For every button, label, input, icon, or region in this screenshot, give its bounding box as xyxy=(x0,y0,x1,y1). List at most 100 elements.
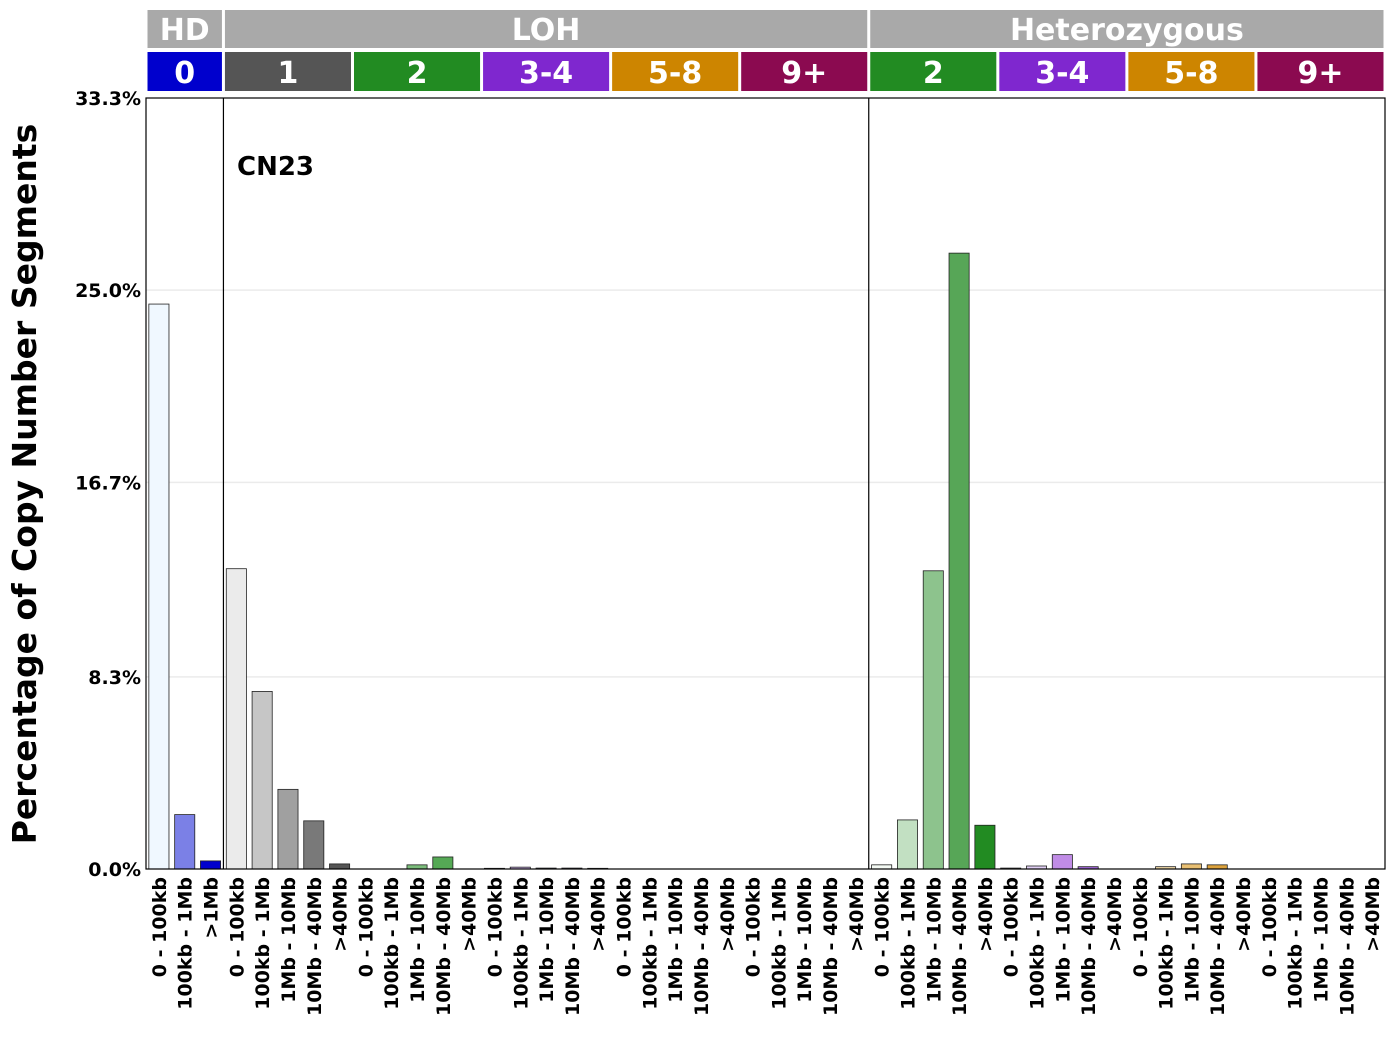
top-group-label: LOH xyxy=(512,13,581,48)
sub-group-strip: 0 1 2 3-4 5-8 9+ 2 3-4 5-8 9+ xyxy=(147,52,1384,91)
y-tick-label: 25.0% xyxy=(75,280,141,302)
bar xyxy=(148,303,170,870)
sub-group-label: 9+ xyxy=(781,56,827,91)
chart-title: CN23 xyxy=(237,152,314,182)
x-tick-label: 0 - 100kb xyxy=(872,877,894,977)
sub-group-band xyxy=(741,52,868,91)
x-tick-label: 1Mb - 10Mb xyxy=(923,877,945,1003)
x-tick-label: >40Mb xyxy=(588,877,610,952)
sub-group-band xyxy=(870,52,997,91)
x-tick-label: 10Mb - 40Mb xyxy=(949,877,971,1016)
sub-group-band xyxy=(483,52,610,91)
sub-group-label: 5-8 xyxy=(648,56,702,91)
x-tick-label: 100kb - 1Mb xyxy=(1156,877,1178,1010)
x-tick-label: 0 - 100kb xyxy=(1130,877,1152,977)
bar xyxy=(948,252,970,870)
x-tick-label: 100kb - 1Mb xyxy=(175,877,197,1010)
bar xyxy=(432,856,454,870)
x-tick-label: 1Mb - 10Mb xyxy=(278,877,300,1003)
sub-group-label: 1 xyxy=(278,56,299,91)
y-tick-label: 8.3% xyxy=(88,667,141,689)
top-group-label: Heterozygous xyxy=(1010,13,1244,48)
x-tick-label: 0 - 100kb xyxy=(1259,877,1281,977)
x-tick-label: 100kb - 1Mb xyxy=(381,877,403,1010)
plot-border xyxy=(145,97,1386,870)
bar xyxy=(871,864,893,870)
x-tick-label: 10Mb - 40Mb xyxy=(691,877,713,1016)
bar xyxy=(1206,864,1228,870)
x-tick-label: 1Mb - 10Mb xyxy=(536,877,558,1003)
bar xyxy=(225,568,247,870)
x-tick-label: 10Mb - 40Mb xyxy=(1207,877,1229,1016)
sub-group-label: 2 xyxy=(407,56,428,91)
sub-group-band xyxy=(224,52,351,91)
x-tick-label: >40Mb xyxy=(459,877,481,952)
x-tick-label: 100kb - 1Mb xyxy=(252,877,274,1010)
sub-group-band xyxy=(612,52,739,91)
x-tick-label: 10Mb - 40Mb xyxy=(304,877,326,1016)
sub-group-label: 9+ xyxy=(1297,56,1343,91)
top-group-band xyxy=(870,10,1384,48)
sub-group-label: 3-4 xyxy=(1035,56,1089,91)
x-tick-label: 10Mb - 40Mb xyxy=(562,877,584,1016)
sub-group-band xyxy=(147,52,222,91)
bar xyxy=(974,824,996,870)
x-tick-label: 0 - 100kb xyxy=(149,877,171,977)
sub-group-label: 3-4 xyxy=(519,56,573,91)
x-tick-label: 10Mb - 40Mb xyxy=(1078,877,1100,1016)
bars xyxy=(148,252,1228,870)
x-tick-label: 100kb - 1Mb xyxy=(897,877,919,1010)
x-tick-label: 1Mb - 10Mb xyxy=(407,877,429,1003)
y-axis: 0.0% 8.3% 16.7% 25.0% 33.3% xyxy=(75,88,141,881)
bar xyxy=(922,570,944,870)
top-group-band xyxy=(147,10,222,48)
sub-group-band xyxy=(999,52,1126,91)
y-axis-label: Percentage of Copy Number Segments xyxy=(5,124,44,845)
bar xyxy=(897,819,918,870)
top-group-label: HD xyxy=(160,13,210,48)
x-tick-label: 1Mb - 10Mb xyxy=(794,877,816,1003)
x-tick-label: 0 - 100kb xyxy=(743,877,765,977)
sub-group-label: 0 xyxy=(174,56,195,91)
x-tick-label: 1Mb - 10Mb xyxy=(665,877,687,1003)
bar xyxy=(406,864,428,870)
top-group-band xyxy=(224,10,868,48)
panel-dividers xyxy=(222,98,870,869)
bar xyxy=(329,863,351,870)
x-tick-label: >40Mb xyxy=(975,877,997,952)
x-tick-label: 1Mb - 10Mb xyxy=(1181,877,1203,1003)
x-tick-label: 0 - 100kb xyxy=(484,877,506,977)
bar xyxy=(251,691,273,870)
sub-group-label: 5-8 xyxy=(1164,56,1218,91)
x-tick-label: 100kb - 1Mb xyxy=(1285,877,1307,1010)
x-tick-label: >40Mb xyxy=(330,877,352,952)
sub-group-label: 2 xyxy=(923,56,944,91)
sub-group-band xyxy=(1128,52,1255,91)
x-tick-label: 100kb - 1Mb xyxy=(639,877,661,1010)
y-tick-label: 33.3% xyxy=(75,88,141,110)
x-tick-label: 10Mb - 40Mb xyxy=(433,877,455,1016)
x-tick-label: 100kb - 1Mb xyxy=(510,877,532,1010)
x-axis: 0 - 100kb 100kb - 1Mb >1Mb 0 - 100kb 100kb -… xyxy=(149,877,1384,1016)
x-tick-label: >40Mb xyxy=(1233,877,1255,952)
bar xyxy=(277,788,299,870)
x-tick-label: 10Mb - 40Mb xyxy=(1336,877,1358,1016)
x-tick-label: 100kb - 1Mb xyxy=(1027,877,1049,1010)
bar xyxy=(303,820,325,870)
x-tick-label: 0 - 100kb xyxy=(355,877,377,977)
x-tick-label: 0 - 100kb xyxy=(226,877,248,977)
x-tick-label: 0 - 100kb xyxy=(1001,877,1023,977)
bar xyxy=(1051,854,1073,870)
bar xyxy=(200,860,221,870)
x-tick-label: 1Mb - 10Mb xyxy=(1310,877,1332,1003)
sub-group-band xyxy=(354,52,481,91)
gridlines xyxy=(146,289,1385,678)
x-tick-label: >40Mb xyxy=(846,877,868,952)
y-tick-label: 16.7% xyxy=(75,472,141,494)
x-tick-label: >1Mb xyxy=(201,877,223,939)
x-tick-label: 10Mb - 40Mb xyxy=(820,877,842,1016)
x-tick-label: 100kb - 1Mb xyxy=(768,877,790,1010)
top-group-strip: HD LOH Heterozygous xyxy=(147,10,1384,48)
y-tick-label: 0.0% xyxy=(88,859,141,881)
